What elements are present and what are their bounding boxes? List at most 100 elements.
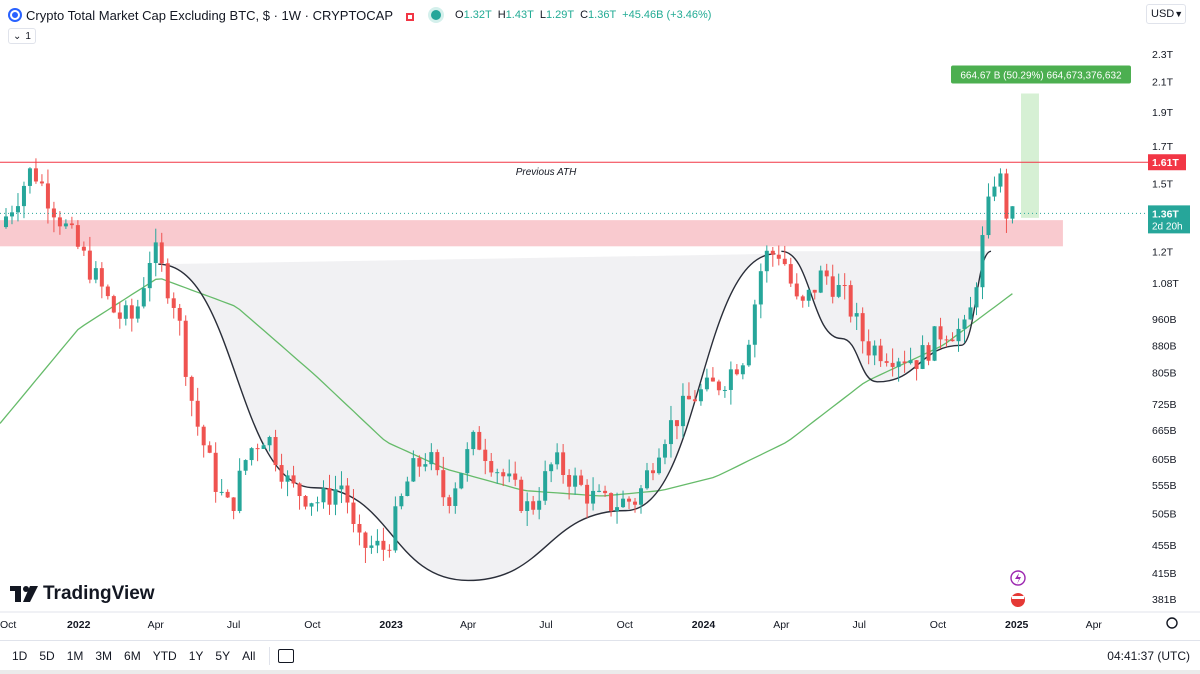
candle-body-84 [507,473,512,477]
candle-body-37 [225,491,230,498]
candle-body-62 [375,540,380,546]
x-tick-label-11: Jul [853,619,866,631]
range-5d[interactable]: 5D [39,648,55,663]
candle-body-83 [501,472,506,477]
candle-body-96 [579,475,584,485]
x-tick-label-9: 2024 [692,619,716,631]
candle-body-166 [998,173,1003,187]
candle-body-108 [650,470,655,474]
last-price-badge-text: 1.36T [1152,208,1179,220]
candle-body-55 [333,489,338,505]
price-chart[interactable]: Previous ATH 664.67 B (50.29%) 664,673,37… [0,0,1200,640]
candle-body-154 [926,345,931,361]
candle-body-158 [950,339,955,342]
indicator-count: 1 [25,30,31,42]
last-price-badge [1148,205,1190,234]
legend-collapse-button[interactable]: ⌄ 1 [8,28,36,44]
candle-body-159 [956,328,961,342]
x-tick-label-5: 2023 [379,619,403,631]
utc-clock[interactable]: 04:41:37 (UTC) [1107,649,1190,663]
candle-body-144 [866,341,871,356]
candle-body-74 [447,497,452,506]
candle-body-69 [417,458,422,467]
candle-body-141 [848,285,853,317]
candle-body-15 [93,268,98,280]
range-1y[interactable]: 1Y [188,648,204,663]
symbol-title[interactable]: Crypto Total Market Cap Excluding BTC, $… [26,7,394,23]
candle-body-31 [189,376,194,401]
flag-icon[interactable] [405,10,415,21]
candle-body-87 [525,501,530,511]
candle-body-23 [141,288,146,307]
candle-body-80 [483,449,488,462]
ohlc-high: H1.43T [497,9,534,21]
y-tick-label-13: 555B [1152,480,1177,492]
candle-body-94 [567,474,572,487]
y-tick-label-0: 2.3T [1152,49,1174,61]
candle-body-149 [896,361,901,367]
candle-body-82 [495,472,500,474]
candle-body-123 [740,365,745,375]
candle-body-101 [609,493,614,512]
us-economic-event-icon [1011,593,1025,607]
candle-body-143 [860,313,865,342]
ohlc-change: +45.46B (+3.46%) [622,9,712,21]
range-all[interactable]: All [242,648,256,663]
candle-body-59 [357,523,362,533]
candle-body-109 [656,457,661,474]
candle-body-46 [279,465,284,482]
range-1m[interactable]: 1M [66,648,84,663]
candle-body-61 [369,545,374,548]
candle-body-38 [231,497,236,511]
candle-body-72 [435,452,440,471]
range-6m[interactable]: 6M [124,648,141,663]
candle-body-78 [471,431,476,450]
candle-body-20 [123,305,128,319]
range-ytd[interactable]: YTD [152,648,177,663]
candle-body-147 [884,361,889,363]
candle-body-86 [519,479,524,511]
range-3m[interactable]: 3M [95,648,113,663]
candle-body-77 [465,449,470,474]
candle-body-30 [183,320,188,377]
candle-body-65 [393,506,398,551]
y-tick-label-1: 2.1T [1152,77,1174,89]
candle-body-60 [363,532,368,548]
candle-body-47 [285,475,290,482]
candle-body-41 [249,448,254,461]
candle-body-67 [405,481,410,497]
candle-body-152 [914,360,919,369]
x-tick-label-8: Oct [617,619,633,631]
candle-body-161 [968,307,973,320]
candle-body-150 [902,361,907,364]
ohlc-low: L1.29T [539,9,575,21]
resistance-zone [0,220,1063,247]
candle-body-97 [585,484,590,504]
candle-body-105 [633,501,638,505]
candle-body-145 [872,345,877,356]
y-tick-label-17: 381B [1152,594,1177,606]
candle-body-102 [615,507,620,512]
candle-body-35 [213,452,218,492]
currency-select[interactable]: USD ▼ [1146,4,1186,24]
candle-body-148 [890,362,895,367]
range-1d[interactable]: 1D [12,648,28,663]
range-5y[interactable]: 5Y [215,648,231,663]
cup-curve-1 [781,250,992,383]
market-status-icon[interactable] [431,10,442,20]
candle-body-40 [243,460,248,471]
candle-body-7 [45,183,50,209]
watermark-text: TradingView [43,583,155,604]
calendar-range-icon[interactable] [278,648,295,663]
candle-body-17 [105,286,110,297]
settings-gear-icon[interactable] [1166,617,1178,629]
candle-body-56 [339,485,344,490]
candle-body-103 [621,498,626,508]
candle-body-167 [1004,173,1009,219]
candle-body-129 [776,254,781,259]
symbol-logo-icon [8,8,22,22]
candle-body-8 [51,208,56,218]
candle-body-1 [9,212,14,217]
candle-body-121 [728,369,733,390]
candle-body-68 [411,458,416,482]
